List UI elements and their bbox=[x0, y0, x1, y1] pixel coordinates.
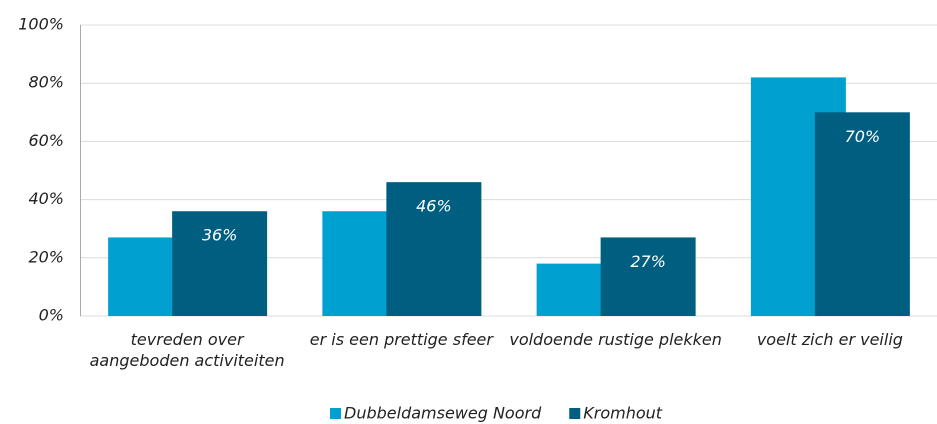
legend-label: Kromhout bbox=[583, 404, 663, 423]
bar bbox=[172, 211, 268, 316]
x-tick-label: voldoende rustige plekken bbox=[509, 330, 722, 349]
bar bbox=[386, 182, 482, 316]
x-tick-line: aangeboden activiteiten bbox=[90, 351, 285, 370]
bar bbox=[600, 237, 696, 316]
data-label: 27% bbox=[630, 252, 666, 271]
y-tick-label: 60% bbox=[28, 131, 64, 150]
x-tick-line: er is een prettige sfeer bbox=[310, 330, 495, 349]
legend-swatch bbox=[330, 408, 341, 419]
data-label: 46% bbox=[416, 197, 452, 216]
bar bbox=[814, 112, 910, 316]
legend-label: Dubbeldamseweg Noord bbox=[344, 404, 542, 423]
y-tick-label: 40% bbox=[28, 189, 64, 208]
x-tick-label: er is een prettige sfeer bbox=[310, 330, 495, 349]
legend-swatch bbox=[569, 408, 581, 419]
data-label: 36% bbox=[202, 226, 238, 245]
x-tick-line: voelt zich er veilig bbox=[757, 330, 903, 349]
y-tick-label: 0% bbox=[39, 306, 64, 325]
y-tick-label: 20% bbox=[28, 247, 64, 266]
data-label: 70% bbox=[845, 127, 881, 146]
x-tick-label: tevreden over aangeboden activiteiten bbox=[90, 330, 285, 370]
y-tick-label: 80% bbox=[28, 73, 64, 92]
x-tick-label: voelt zich er veilig bbox=[757, 330, 903, 349]
x-tick-line: voldoende rustige plekken bbox=[509, 330, 722, 349]
y-tick-label: 100% bbox=[18, 15, 64, 34]
x-tick-line: tevreden over bbox=[131, 330, 245, 349]
